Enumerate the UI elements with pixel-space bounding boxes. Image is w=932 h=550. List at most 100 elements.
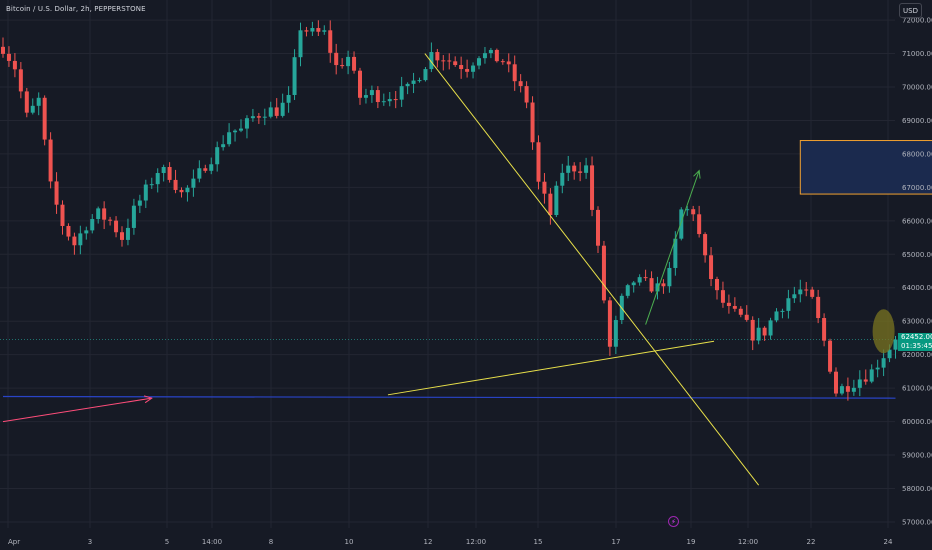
price-tick-label: 62000.00 — [902, 351, 932, 359]
time-tick-label: 19 — [687, 538, 696, 546]
candle-body — [429, 52, 434, 70]
candle-body — [227, 132, 232, 145]
candle-body — [173, 179, 178, 190]
target-zone-box — [799, 140, 932, 195]
candle-body — [114, 220, 119, 233]
candle-body — [792, 294, 797, 299]
candle-body — [857, 379, 862, 388]
candle-body — [215, 147, 220, 165]
candle-body — [494, 49, 499, 62]
candle-body — [798, 289, 803, 295]
candle-body — [292, 57, 297, 95]
candle-body — [387, 99, 392, 102]
price-tick-label: 68000.00 — [902, 150, 932, 158]
candle-body — [274, 107, 279, 116]
chart-grid — [0, 0, 895, 528]
candle-body — [244, 118, 249, 129]
candle-body — [780, 310, 785, 312]
ascending-trendline — [387, 340, 715, 396]
candle-body — [673, 238, 678, 268]
candle-body — [441, 60, 446, 62]
candle-body — [560, 172, 565, 186]
candle-body — [375, 90, 380, 103]
candle-body — [512, 64, 517, 82]
annotation-layer-front — [2, 53, 895, 486]
price-tick-label: 70000.00 — [902, 83, 932, 91]
price-tick-label: 69000.00 — [902, 117, 932, 125]
candle-body — [221, 144, 226, 148]
candle-body — [381, 101, 386, 103]
candle-body — [411, 80, 416, 84]
candle-body — [518, 81, 523, 87]
time-tick-label: Apr — [8, 538, 20, 546]
candle-body — [720, 290, 725, 303]
candle-body — [155, 173, 160, 185]
time-tick-label: 22 — [807, 538, 816, 546]
candle-body — [477, 58, 481, 66]
candle-body — [72, 236, 77, 246]
candle-body — [566, 165, 571, 173]
currency-button[interactable]: USD — [899, 3, 922, 18]
candle-body — [649, 278, 654, 292]
price-tick-label: 64000.00 — [902, 284, 932, 292]
candle-body — [584, 165, 589, 173]
candle-body — [108, 219, 113, 221]
candle-body — [209, 164, 214, 171]
candle-body — [340, 65, 345, 67]
candle-body — [417, 80, 422, 82]
candle-body — [738, 308, 743, 315]
candle-body — [548, 193, 553, 216]
candle-body — [786, 298, 791, 311]
candle-body — [60, 204, 65, 226]
candle-body — [256, 116, 261, 118]
candle-body — [524, 86, 529, 103]
candle-body — [744, 314, 749, 320]
candle-body — [149, 184, 154, 186]
candle-body — [500, 61, 505, 63]
candle-body — [572, 165, 577, 172]
support-line — [2, 395, 896, 399]
candle-body — [352, 56, 357, 71]
breakout-highlight — [872, 309, 895, 354]
annotation-layer-back — [0, 140, 932, 399]
time-tick-label: 12:00 — [738, 538, 758, 546]
candle-body — [203, 168, 208, 171]
price-tick-label: 67000.00 — [902, 184, 932, 192]
candle-body — [590, 165, 595, 210]
time-tick-label: 8 — [269, 538, 273, 546]
candle-body — [84, 230, 89, 234]
candles-layer — [1, 20, 898, 401]
candle-body — [161, 167, 166, 174]
candle-body — [197, 168, 202, 179]
candle-body — [881, 358, 886, 368]
candle-body — [488, 49, 493, 54]
candle-body — [816, 296, 821, 319]
price-tick-label: 60000.00 — [902, 418, 932, 426]
candle-body — [655, 283, 660, 292]
candle-body — [685, 209, 690, 211]
bar-countdown: 01:35:45 — [901, 341, 932, 350]
candle-body — [334, 52, 339, 66]
incoming-arrow-head — [143, 395, 153, 404]
price-tick-label: 66000.00 — [902, 217, 932, 225]
candle-body — [310, 28, 315, 32]
candle-body — [643, 277, 648, 279]
candle-body — [90, 219, 95, 231]
candle-body — [435, 52, 440, 61]
candle-body — [143, 184, 148, 201]
time-axis[interactable]: Apr 3 5 14:00 8 10 12 12:00 15 17 19 12:00 22 24 — [8, 538, 893, 546]
candle-body — [471, 65, 476, 72]
candle-body — [750, 319, 755, 341]
last-price-value: 62452.00 — [901, 332, 932, 341]
candle-body — [125, 227, 130, 240]
candle-body — [131, 205, 136, 228]
candle-body — [768, 320, 773, 336]
price-axis[interactable]: 72000.00 71000.00 70000.00 69000.00 68000.00… — [902, 17, 932, 527]
candle-body — [369, 90, 374, 96]
candle-body — [453, 61, 458, 66]
lightning-event-icon[interactable]: ⚡ — [668, 516, 679, 527]
candle-body — [554, 185, 559, 216]
price-tick-label: 57000.00 — [902, 518, 932, 526]
candle-body — [893, 339, 898, 350]
